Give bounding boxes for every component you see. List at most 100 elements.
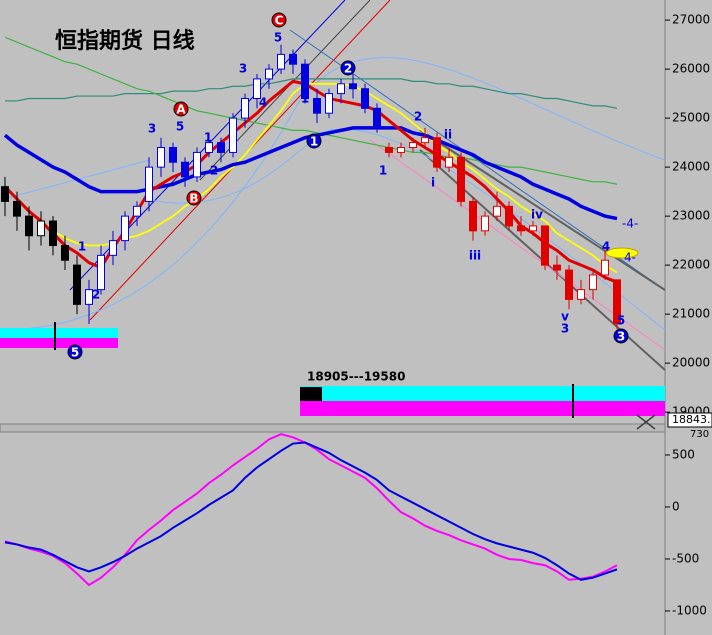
candle-body xyxy=(373,107,381,129)
oscillator-line xyxy=(4,441,618,581)
candle-body xyxy=(553,264,561,271)
candle-body xyxy=(193,151,201,178)
wave-label: 4 xyxy=(602,240,610,254)
moving-average xyxy=(4,82,618,274)
side-label: 4- xyxy=(624,251,636,265)
candle-body xyxy=(49,220,57,247)
candle-body xyxy=(145,166,153,202)
wave-circle xyxy=(186,190,202,206)
candle-body xyxy=(325,93,333,114)
candle-body xyxy=(457,156,465,202)
wave-label: A xyxy=(176,103,186,117)
chart-title: 恒指期货 日线 xyxy=(55,28,195,54)
candle-body xyxy=(121,215,129,242)
candle-body xyxy=(265,68,273,80)
candle-body xyxy=(205,142,213,153)
wave-label: 5 xyxy=(274,31,282,45)
candle-body xyxy=(1,186,9,202)
price-box xyxy=(667,412,712,428)
candle-body xyxy=(409,142,417,149)
magenta-bar xyxy=(300,401,665,416)
candle-body xyxy=(337,83,345,95)
y-tick-label: 21000 xyxy=(672,307,710,321)
wave-label: 5 xyxy=(617,314,625,328)
cyan-bar xyxy=(300,386,665,401)
candle-body xyxy=(13,200,21,217)
band-line xyxy=(0,57,666,331)
candle-body xyxy=(601,259,609,276)
y-tick-label: 23000 xyxy=(672,209,710,223)
y-tick-label: 27000 xyxy=(672,13,710,27)
candle-body xyxy=(25,215,33,237)
y-tick-label: 500 xyxy=(672,447,695,461)
wave-label: 2 xyxy=(210,164,218,178)
y-tick-label: -1000 xyxy=(672,603,707,617)
wave-label: 3 xyxy=(561,322,569,336)
candle-body xyxy=(109,240,117,256)
candle-body xyxy=(73,264,81,305)
candle-body xyxy=(253,78,261,100)
wave-circle xyxy=(67,344,83,360)
wave-label: C xyxy=(275,14,284,28)
wave-label: 4 xyxy=(259,96,267,110)
candle-body xyxy=(397,147,405,153)
y-tick-label: -500 xyxy=(672,551,699,565)
y-tick-label: 25000 xyxy=(672,111,710,125)
wave-label: 2 xyxy=(414,110,422,124)
channel-line xyxy=(199,0,371,181)
wave-circle xyxy=(306,133,322,149)
wave-circle xyxy=(271,12,287,28)
wave-label: 3 xyxy=(617,330,625,344)
candle-body xyxy=(229,117,237,153)
range-label: 18905---19580 xyxy=(307,370,405,384)
wave-label: 2 xyxy=(92,288,100,302)
candle-body xyxy=(565,269,573,300)
wave-label: 1 xyxy=(204,131,212,145)
top-label: 730 xyxy=(690,429,709,440)
moving-average xyxy=(4,36,618,185)
candle-body xyxy=(37,220,45,237)
wave-label: 5 xyxy=(71,346,79,360)
candle-body xyxy=(529,225,537,232)
candle-body xyxy=(85,289,93,305)
wave-label: iv xyxy=(531,208,543,222)
candle-body xyxy=(217,142,225,153)
wave-label: B xyxy=(189,192,198,206)
candle-body xyxy=(421,137,429,144)
side-label: -4- xyxy=(622,217,638,231)
bars xyxy=(0,247,665,418)
candle-body xyxy=(241,98,249,119)
candle-body xyxy=(589,274,597,291)
candle-body xyxy=(301,63,309,100)
wave-label: ii xyxy=(444,128,452,142)
highlight xyxy=(605,247,639,259)
candle-body xyxy=(433,137,441,168)
candle-body xyxy=(277,53,285,70)
candle-body xyxy=(505,205,513,227)
black-box xyxy=(300,387,322,401)
last-price: 18843. xyxy=(672,413,711,426)
y-tick-label: 26000 xyxy=(672,62,710,76)
magenta-bar xyxy=(0,338,118,348)
y-tick-label: 20000 xyxy=(672,356,710,370)
candle-body xyxy=(169,147,177,163)
candle-body xyxy=(577,289,585,300)
candle-body xyxy=(493,205,501,217)
wave-label: 1 xyxy=(379,164,387,178)
y-tick-label: 22000 xyxy=(672,258,710,272)
wave-label: v xyxy=(561,310,569,324)
candle-body xyxy=(469,200,477,232)
candle-body xyxy=(61,245,69,261)
candle-body xyxy=(445,156,453,168)
wave-label: 1 xyxy=(78,240,86,254)
candle-body xyxy=(361,88,369,109)
candle-body xyxy=(157,147,165,168)
wave-label: 3 xyxy=(239,62,247,76)
cross-icon xyxy=(636,414,656,430)
candle-body xyxy=(289,53,297,65)
candle-body xyxy=(133,205,141,217)
wave-circle xyxy=(340,60,356,76)
y-tick-label: 24000 xyxy=(672,160,710,174)
wave-circle xyxy=(613,328,629,344)
